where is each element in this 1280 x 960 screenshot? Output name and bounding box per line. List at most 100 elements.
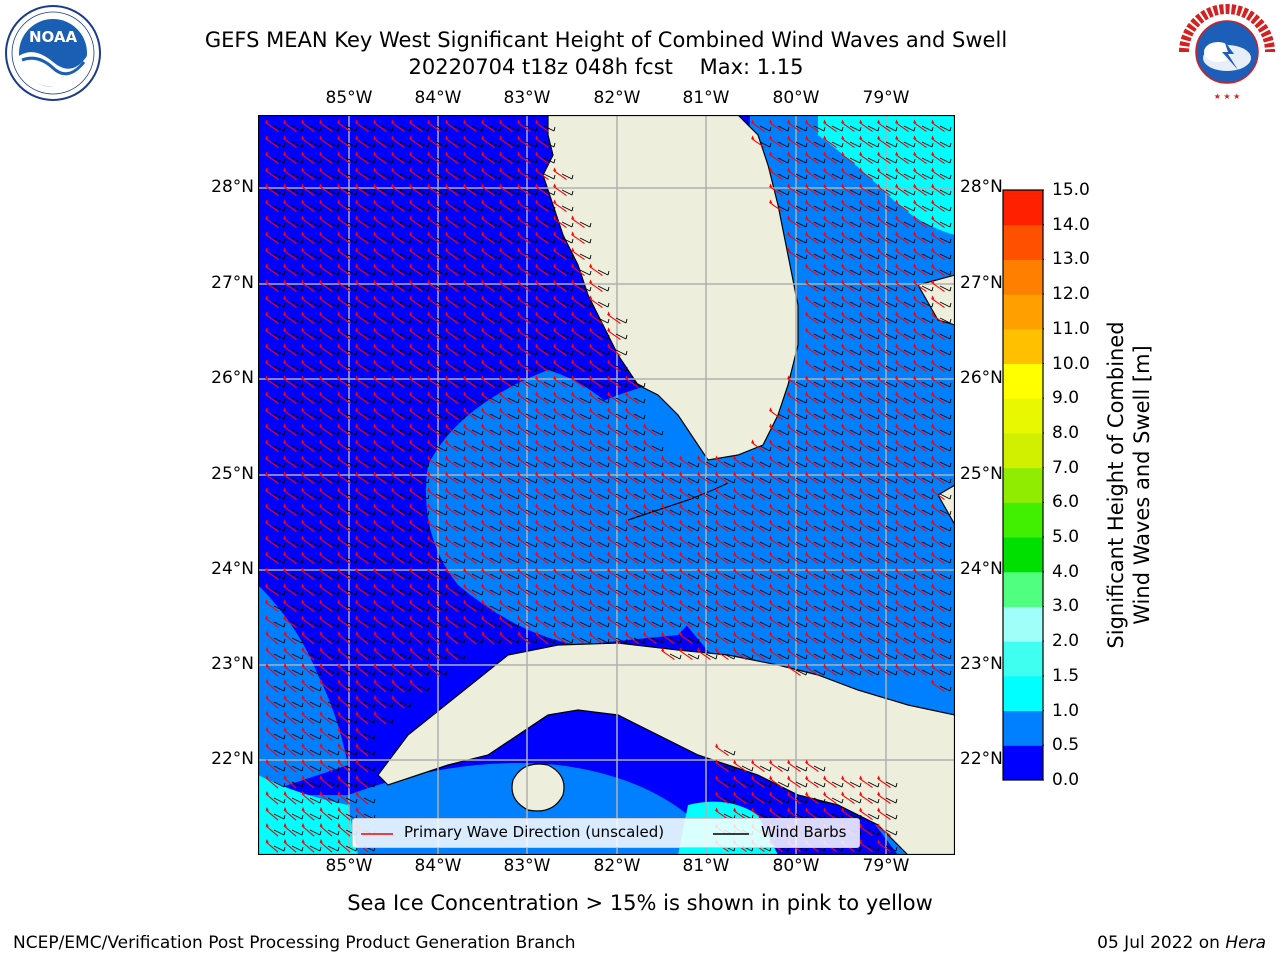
wind-barb: [651, 493, 664, 500]
wave-arrow: [625, 473, 639, 485]
wave-arrow-head: [517, 119, 521, 124]
wave-arrow: [589, 569, 603, 581]
wind-barb: [759, 573, 772, 580]
wave-arrow-head: [571, 375, 575, 380]
wave-arrow-head: [841, 375, 845, 380]
wave-arrow-head: [373, 503, 377, 508]
wind-barb: [363, 173, 376, 180]
wind-barb: [579, 397, 592, 404]
wave-arrow-head: [391, 455, 395, 460]
wave-arrow: [841, 793, 855, 805]
wave-arrow: [661, 649, 675, 661]
wind-barb: [309, 781, 322, 788]
wind-barb: [885, 797, 898, 804]
wave-arrow: [355, 345, 369, 357]
wind-barb: [885, 557, 898, 564]
wave-arrow: [301, 137, 315, 149]
wind-barb: [471, 397, 484, 404]
wind-barb: [813, 189, 826, 196]
wave-arrow: [535, 297, 549, 309]
wind-barb: [885, 365, 898, 372]
wave-arrow-head: [319, 487, 323, 492]
wind-barb: [417, 445, 430, 452]
wave-arrow-head: [697, 567, 701, 572]
wave-arrow-head: [877, 359, 881, 364]
wave-arrow-head: [787, 791, 791, 796]
wave-arrow-head: [355, 391, 359, 396]
wind-barb: [921, 381, 934, 388]
wave-arrow-head: [265, 790, 269, 795]
wave-arrow-head: [877, 807, 881, 812]
wave-arrow-head: [301, 806, 305, 811]
lon-label-top: 81°W: [682, 88, 730, 108]
wind-barb: [777, 509, 790, 516]
wind-barb: [417, 349, 430, 356]
wave-arrow-head: [625, 615, 629, 620]
wind-barb: [867, 157, 880, 164]
wave-arrow-head: [661, 583, 665, 588]
wave-arrow-head: [733, 759, 737, 764]
wave-arrow: [463, 329, 477, 341]
wind-barb: [597, 525, 610, 532]
wave-arrow-head: [895, 199, 899, 204]
wave-arrow: [589, 505, 603, 517]
wave-arrow-head: [895, 647, 899, 652]
wave-arrow-head: [679, 487, 683, 492]
wave-arrow-head: [607, 551, 611, 556]
wind-barb: [921, 253, 934, 260]
wind-barb: [327, 509, 340, 516]
wave-arrow: [841, 233, 855, 245]
wind-barb: [345, 189, 358, 196]
wave-arrow: [805, 393, 819, 405]
wave-arrow: [877, 249, 891, 261]
wave-arrow: [661, 521, 675, 533]
colorbar-tick-label: 6.0: [1052, 492, 1080, 513]
wave-arrow-head: [823, 791, 827, 796]
wave-arrow: [265, 313, 279, 325]
wind-barb: [921, 605, 934, 612]
wave-arrow: [859, 825, 873, 837]
wind-barb: [579, 461, 592, 468]
wave-arrow: [661, 553, 675, 565]
wave-arrow-head: [283, 615, 287, 620]
wave-arrow-head: [931, 119, 935, 124]
wave-arrow: [409, 393, 423, 405]
wave-arrow: [805, 265, 819, 277]
wave-arrow-head: [319, 151, 323, 156]
wave-arrow-head: [913, 471, 917, 476]
wind-barb: [849, 317, 862, 324]
wave-arrow: [661, 457, 675, 469]
wave-arrow: [535, 153, 549, 165]
wave-arrow: [877, 297, 891, 309]
wind-barb: [363, 317, 376, 324]
wind-barb: [759, 125, 772, 132]
wind-barb: [417, 125, 430, 132]
wave-arrow: [427, 345, 441, 357]
wave-arrow-head: [805, 407, 809, 412]
wave-arrow: [301, 425, 315, 437]
wind-barb: [291, 445, 304, 452]
wave-arrow-head: [841, 487, 845, 492]
wave-arrow-head: [535, 487, 539, 492]
wave-arrow: [841, 585, 855, 597]
wave-arrow: [859, 137, 873, 149]
wave-arrow: [841, 649, 855, 661]
wave-arrow: [355, 313, 369, 325]
wave-arrow: [427, 249, 441, 261]
wave-arrow: [625, 537, 639, 549]
wind-barb: [309, 845, 322, 852]
wind-barb: [273, 493, 286, 500]
wave-arrow-head: [823, 599, 827, 604]
wave-arrow: [823, 249, 837, 261]
wave-arrow: [301, 585, 315, 597]
wind-barb: [471, 605, 484, 612]
wind-barb: [327, 253, 340, 260]
wave-arrow: [895, 569, 909, 581]
wave-arrow-head: [877, 263, 881, 268]
wind-barb: [363, 637, 376, 644]
wave-arrow-head: [499, 503, 503, 508]
wave-arrow-head: [715, 791, 719, 796]
wave-arrow: [427, 137, 441, 149]
wave-arrow: [337, 265, 351, 277]
wind-barb: [453, 253, 466, 260]
